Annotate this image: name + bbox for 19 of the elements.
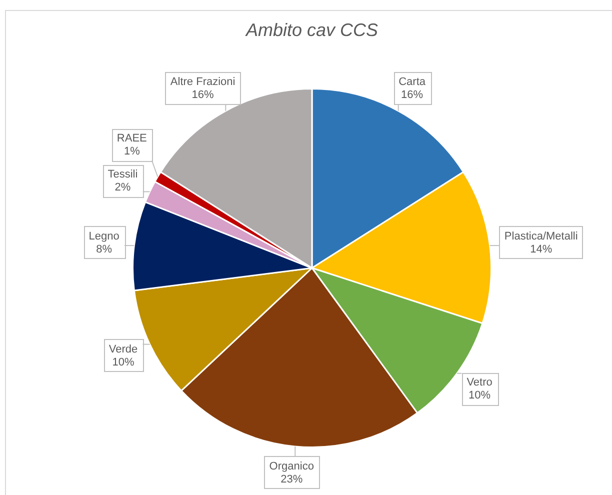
slice-label: Carta	[398, 76, 426, 88]
data-label: 23%	[280, 473, 303, 486]
slice-label: Plastica/Metalli	[504, 230, 578, 242]
slice-label: Organico	[269, 460, 314, 472]
chart-title: Ambito cav CCS	[246, 20, 378, 40]
data-label: 10%	[112, 356, 134, 368]
slice-label: Verde	[108, 343, 138, 356]
data-label: 1%	[124, 146, 140, 158]
data-label: 10%	[468, 390, 491, 402]
slice-label: Tessili	[108, 168, 138, 181]
data-label: 14%	[530, 243, 552, 256]
data-label: 2%	[114, 182, 131, 194]
slice-label: RAEE	[116, 132, 147, 145]
data-label: 8%	[96, 243, 112, 256]
data-label: 16%	[401, 89, 424, 102]
slice-label: Vetro	[466, 376, 492, 389]
data-label: 16%	[192, 89, 214, 102]
slice-label: Altre Frazioni	[170, 76, 236, 88]
slice-label: Legno	[88, 230, 120, 242]
